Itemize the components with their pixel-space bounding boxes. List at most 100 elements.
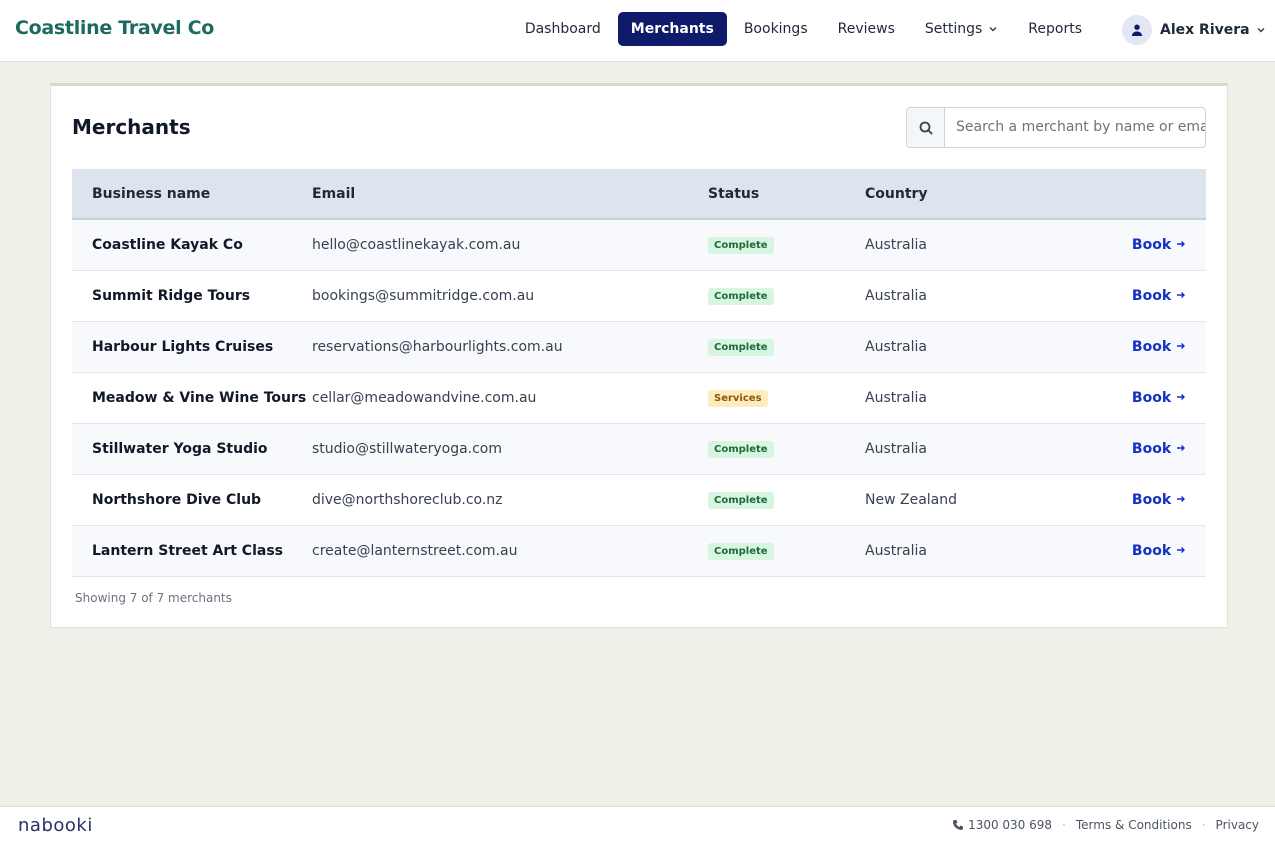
book-link[interactable]: Book	[1132, 543, 1186, 559]
nav-label: Bookings	[743, 21, 808, 37]
nav-item[interactable]: Reviews	[825, 12, 908, 46]
search-placeholder: Search a merchant by name or email	[956, 119, 1205, 135]
book-link[interactable]: Book	[1132, 390, 1186, 406]
arrow-icon	[1177, 291, 1185, 298]
action-cell: Book	[1086, 219, 1206, 271]
merchant-row: Harbour Lights Cruises reservations@harbo…	[72, 321, 1206, 373]
book-label: Book	[1131, 287, 1172, 304]
arrow-icon	[1177, 240, 1185, 247]
merchant-row: Lantern Street Art Class create@lanternst…	[72, 525, 1206, 577]
caret	[989, 26, 997, 32]
nav-item[interactable]: Settings	[912, 12, 1011, 46]
nav-label: Reviews	[837, 21, 895, 37]
business-name: Stillwater Yoga Studio	[72, 423, 311, 475]
footer-link[interactable]: Terms & Conditions	[1075, 818, 1192, 832]
avatar	[1122, 15, 1152, 45]
arrow-icon	[1177, 444, 1185, 451]
status-badge: Complete	[708, 236, 774, 254]
nav-item[interactable]: Dashboard	[512, 12, 614, 46]
status-cell: Complete	[707, 525, 864, 577]
email: bookings@summitridge.com.au	[311, 270, 707, 322]
book-label: Book	[1131, 491, 1172, 508]
status-badge: Complete	[708, 338, 774, 356]
separator: ·	[1062, 818, 1066, 832]
separator: ·	[1201, 818, 1206, 832]
column-header: Email	[311, 169, 707, 220]
business-name: Meadow & Vine Wine Tours	[72, 372, 311, 424]
nav-item[interactable]: Reports	[1015, 12, 1095, 46]
status-cell: Complete	[707, 219, 864, 271]
email: cellar@meadowandvine.com.au	[311, 372, 707, 424]
business-name: Northshore Dive Club	[72, 474, 311, 526]
merchant-row: Meadow & Vine Wine Tours cellar@meadowand…	[72, 372, 1206, 424]
footer: nabooki 1300 030 698 · Terms & Conditions…	[0, 806, 1275, 841]
action-cell: Book	[1086, 270, 1206, 322]
country: Australia	[864, 219, 1086, 271]
book-link[interactable]: Book	[1132, 441, 1186, 457]
country: Australia	[864, 372, 1086, 424]
user-name: Alex Rivera	[1160, 22, 1250, 38]
action-cell: Book	[1086, 525, 1206, 577]
arrow-icon	[1177, 495, 1185, 502]
status-cell: Complete	[707, 474, 864, 526]
brand[interactable]: Coastline Travel Co	[15, 17, 215, 39]
status-badge: Complete	[708, 440, 774, 458]
nav-label: Dashboard	[524, 21, 601, 37]
status-cell: Complete	[707, 270, 864, 322]
country: Australia	[864, 321, 1086, 373]
email: hello@coastlinekayak.com.au	[311, 219, 707, 271]
action-cell: Book	[1086, 423, 1206, 475]
nav-label: Settings	[924, 21, 983, 37]
merchants-panel: Merchants Search a merchant by name or e…	[50, 83, 1228, 628]
country: Australia	[864, 525, 1086, 577]
phone[interactable]: 1300 030 698	[968, 818, 1053, 832]
book-link[interactable]: Book	[1132, 237, 1186, 253]
book-label: Book	[1131, 542, 1172, 559]
book-link[interactable]: Book	[1132, 339, 1186, 355]
arrow-icon	[1177, 546, 1185, 553]
nav-item[interactable]: Merchants	[617, 12, 727, 46]
logo: nabooki	[18, 815, 93, 836]
user-menu[interactable]: Alex Rivera	[1122, 15, 1266, 45]
email: create@lanternstreet.com.au	[311, 525, 707, 577]
column-header: Country	[864, 169, 1086, 220]
book-link[interactable]: Book	[1132, 492, 1186, 508]
merchant-row: Coastline Kayak Co hello@coastlinekayak.c…	[72, 219, 1206, 271]
search-box[interactable]: Search a merchant by name or email	[906, 107, 1206, 148]
arrow-icon	[1177, 342, 1185, 349]
footer-link[interactable]: Privacy	[1215, 818, 1259, 832]
status-badge: Complete	[708, 287, 774, 305]
search-icon	[907, 108, 945, 147]
status-badge: Complete	[708, 542, 774, 560]
business-name: Lantern Street Art Class	[72, 525, 311, 577]
table-body: Coastline Kayak Co hello@coastlinekayak.c…	[72, 219, 1206, 577]
nav-label: Merchants	[630, 21, 714, 37]
phone-icon	[953, 820, 964, 830]
book-link[interactable]: Book	[1132, 288, 1186, 304]
summary: Showing 7 of 7 merchants	[75, 591, 232, 605]
top-bar: Coastline Travel Co Dashboard Merchants Bo…	[0, 0, 1275, 62]
panel-title: Merchants	[72, 115, 191, 139]
caret	[1257, 27, 1265, 33]
merchants-table: Business name Email Status Country Coastlin…	[72, 169, 1206, 577]
action-cell: Book	[1086, 474, 1206, 526]
status-badge: Services	[708, 389, 768, 407]
action-cell: Book	[1086, 321, 1206, 373]
merchant-row: Stillwater Yoga Studio studio@stillwatery…	[72, 423, 1206, 475]
book-label: Book	[1131, 389, 1172, 406]
merchant-row: Summit Ridge Tours bookings@summitridge.c…	[72, 270, 1206, 322]
status-cell: Complete	[707, 321, 864, 373]
email: reservations@harbourlights.com.au	[311, 321, 707, 373]
status-badge: Complete	[708, 491, 774, 509]
business-name: Harbour Lights Cruises	[72, 321, 311, 373]
nav-item[interactable]: Bookings	[731, 12, 821, 46]
user-icon	[1131, 24, 1143, 36]
arrow-icon	[1177, 393, 1185, 400]
book-label: Book	[1131, 338, 1172, 355]
merchant-row: Northshore Dive Club dive@northshoreclub.…	[72, 474, 1206, 526]
email: dive@northshoreclub.co.nz	[311, 474, 707, 526]
header-row: Business name Email Status Country	[72, 169, 1206, 220]
email: studio@stillwateryoga.com	[311, 423, 707, 475]
country: Australia	[864, 423, 1086, 475]
